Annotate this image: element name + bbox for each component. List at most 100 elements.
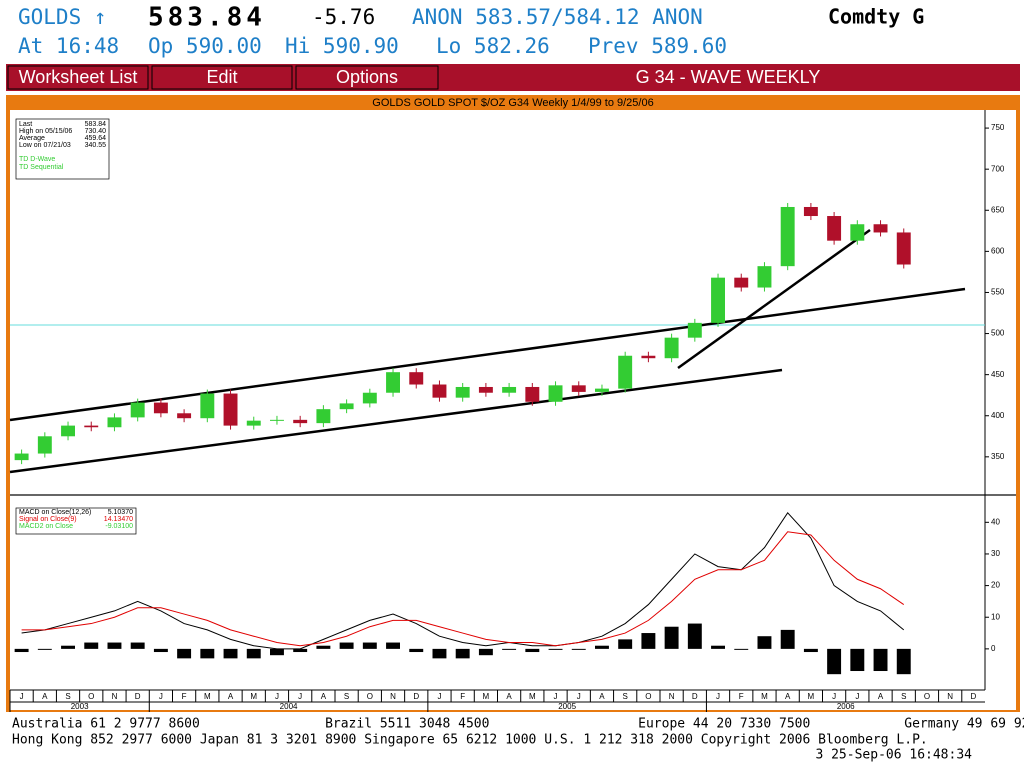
x-tick-label: N <box>112 692 118 701</box>
chart-title: GOLDS GOLD SPOT $/OZ G34 Weekly 1/4/99 t… <box>372 97 653 109</box>
time: At 16:48 <box>18 34 119 58</box>
y-tick-label: 550 <box>991 288 1005 297</box>
histogram-bar <box>14 648 29 653</box>
y-tick-label: 650 <box>991 205 1005 214</box>
candle-body <box>130 402 145 418</box>
histogram-bar <box>432 648 447 659</box>
candle-body <box>432 384 447 398</box>
candle-body <box>455 386 470 398</box>
candle-body <box>107 417 122 428</box>
histogram-bar <box>177 648 192 659</box>
candle-body <box>780 206 795 267</box>
histogram-bar <box>246 648 261 659</box>
symbol: GOLDS ↑ <box>18 5 107 29</box>
x-tick-label: O <box>645 692 651 701</box>
x-tick-label: J <box>855 692 859 701</box>
candle-body <box>687 322 702 338</box>
screen-title: G 34 - WAVE WEEKLY <box>636 67 821 87</box>
x-tick-label: A <box>878 692 884 701</box>
y-tick-label: 20 <box>991 581 1000 590</box>
price: 583.84 <box>148 3 266 33</box>
legend-label: MACD on Close(12,26) <box>19 509 91 516</box>
prev: Prev 589.60 <box>588 34 727 58</box>
histogram-bar <box>548 648 563 650</box>
legend-box <box>15 507 137 535</box>
candle-body <box>734 277 749 288</box>
macd-line <box>21 531 905 647</box>
year-label: 2005 <box>558 702 576 711</box>
histogram-bar <box>641 633 656 649</box>
x-tick-label: J <box>554 692 558 701</box>
high: Hi 590.90 <box>285 34 399 58</box>
candle-body <box>502 386 517 393</box>
footer-line: 3 25-Sep-06 16:48:34 <box>815 748 972 763</box>
year-label: 2006 <box>837 702 855 711</box>
legend-value: 459.64 <box>85 135 107 142</box>
x-tick-label: J <box>716 692 720 701</box>
histogram-bar <box>827 648 842 675</box>
y-tick-label: 450 <box>991 370 1005 379</box>
menu-button[interactable] <box>295 65 439 90</box>
low: Lo 582.26 <box>436 34 550 58</box>
candle-body <box>14 453 29 461</box>
x-tick-label: D <box>971 692 977 701</box>
x-tick-label: J <box>159 692 163 701</box>
menu-button[interactable] <box>7 65 149 90</box>
histogram-bar <box>618 639 633 649</box>
x-tick-label: M <box>250 692 257 701</box>
histogram-bar <box>107 642 122 649</box>
candle-body <box>270 419 284 421</box>
legend-label: Average <box>19 135 45 142</box>
legend-value: 14.13470 <box>104 516 133 523</box>
candle-body <box>757 266 772 288</box>
histogram-bar <box>873 648 888 672</box>
x-tick-label: N <box>390 692 396 701</box>
histogram-bar <box>896 648 911 675</box>
x-tick-label: N <box>669 692 675 701</box>
candle-body <box>478 386 493 393</box>
x-tick-label: J <box>437 692 441 701</box>
y-tick-label: 600 <box>991 246 1005 255</box>
x-tick-label: M <box>483 692 490 701</box>
menu-item[interactable]: Worksheet List <box>19 67 138 87</box>
x-tick-label: D <box>692 692 698 701</box>
x-tick-label: M <box>529 692 536 701</box>
histogram-bar <box>803 648 818 653</box>
candle-body <box>641 355 656 359</box>
y-tick-label: 40 <box>991 517 1000 526</box>
x-tick-label: O <box>88 692 94 701</box>
histogram-bar <box>130 642 145 649</box>
legend-label: Low on 07/21/03 <box>19 142 71 149</box>
legend-label: High on 05/15/06 <box>19 128 72 135</box>
x-tick-label: M <box>204 692 211 701</box>
candle-body <box>595 388 609 392</box>
histogram-bar <box>664 626 679 649</box>
x-tick-label: M <box>808 692 815 701</box>
legend-label: Last <box>19 121 32 128</box>
menu-item[interactable]: Edit <box>206 67 237 87</box>
x-tick-label: S <box>65 692 70 701</box>
histogram-bar <box>409 648 424 653</box>
quote: ANON 583.57/584.12 ANON <box>412 5 703 29</box>
x-tick-label: A <box>228 692 234 701</box>
trend-line <box>9 368 783 474</box>
menu-button[interactable] <box>151 65 293 90</box>
x-tick-label: F <box>182 692 187 701</box>
y-tick-label: 700 <box>991 164 1005 173</box>
x-tick-label: A <box>599 692 605 701</box>
menu-item[interactable]: Options <box>336 67 398 87</box>
histogram-bar <box>293 648 308 653</box>
chart-area <box>10 110 1016 710</box>
histogram-bar <box>270 648 284 656</box>
legend-label: Signal on Close(9) <box>19 516 77 523</box>
histogram-bar <box>153 648 168 653</box>
x-tick-label: J <box>298 692 302 701</box>
x-tick-label: S <box>623 692 628 701</box>
candle-body <box>548 385 563 402</box>
change: -5.76 <box>312 5 375 29</box>
histogram-bar <box>850 648 865 672</box>
study-label: TD D-Wave <box>19 156 55 163</box>
candle-body <box>873 224 888 233</box>
candle-body <box>223 393 238 426</box>
candle-body <box>711 277 725 323</box>
